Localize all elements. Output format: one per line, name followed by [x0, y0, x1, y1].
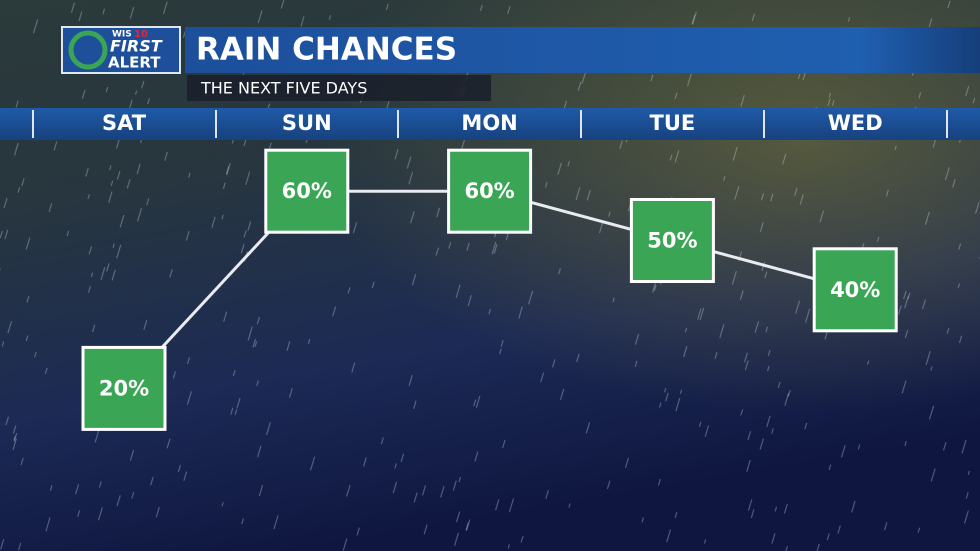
- day-dividers: [32, 110, 948, 138]
- day-label: SAT: [102, 111, 147, 135]
- value-box: [81, 345, 167, 431]
- chart-title: RAIN CHANCES: [196, 32, 457, 68]
- value-label: 60%: [464, 179, 514, 203]
- logo-brand: FIRST: [110, 37, 163, 56]
- title-bar: [185, 27, 980, 73]
- day-bar: [0, 108, 980, 140]
- day-label: TUE: [650, 111, 696, 135]
- value-box: [264, 148, 350, 234]
- day-label: SUN: [282, 111, 332, 135]
- day-label: MON: [461, 111, 517, 135]
- value-label: 20%: [99, 376, 149, 400]
- subtitle-box: [187, 75, 491, 101]
- logo-sub: ALERT: [108, 54, 161, 72]
- day-label: WED: [828, 111, 883, 135]
- chart-subtitle: THE NEXT FIVE DAYS: [200, 79, 367, 98]
- logo-channel: 10: [134, 29, 148, 40]
- value-box: [812, 247, 898, 333]
- value-label: 50%: [647, 229, 697, 253]
- value-label: 60%: [282, 179, 332, 203]
- logo-station: WIS: [112, 30, 132, 40]
- value-label: 40%: [830, 278, 880, 302]
- value-box: [447, 148, 533, 234]
- logo-swirl: [68, 30, 108, 70]
- value-box: [629, 198, 715, 283]
